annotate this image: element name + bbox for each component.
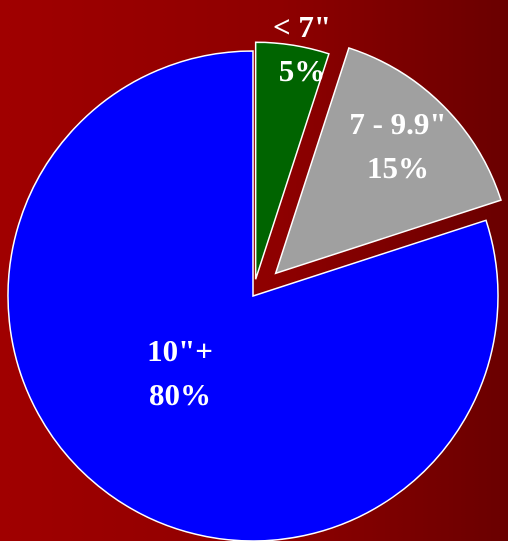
slice-label-2: 7 - 9.9"	[349, 106, 446, 141]
pie-slice-2	[274, 47, 502, 275]
pie-slice-3	[7, 50, 499, 541]
pie-slice-1	[254, 41, 330, 280]
pie-labels: < 7" 5% 7 - 9.9" 15% 10"+ 80%	[147, 9, 447, 412]
slice-percent-1: 5%	[279, 53, 326, 88]
slice-label-3: 10"+	[147, 333, 213, 368]
pie-slices	[7, 41, 502, 541]
slice-percent-2: 15%	[367, 150, 429, 185]
slice-label-1: < 7"	[273, 9, 331, 44]
slice-percent-3: 80%	[149, 377, 211, 412]
